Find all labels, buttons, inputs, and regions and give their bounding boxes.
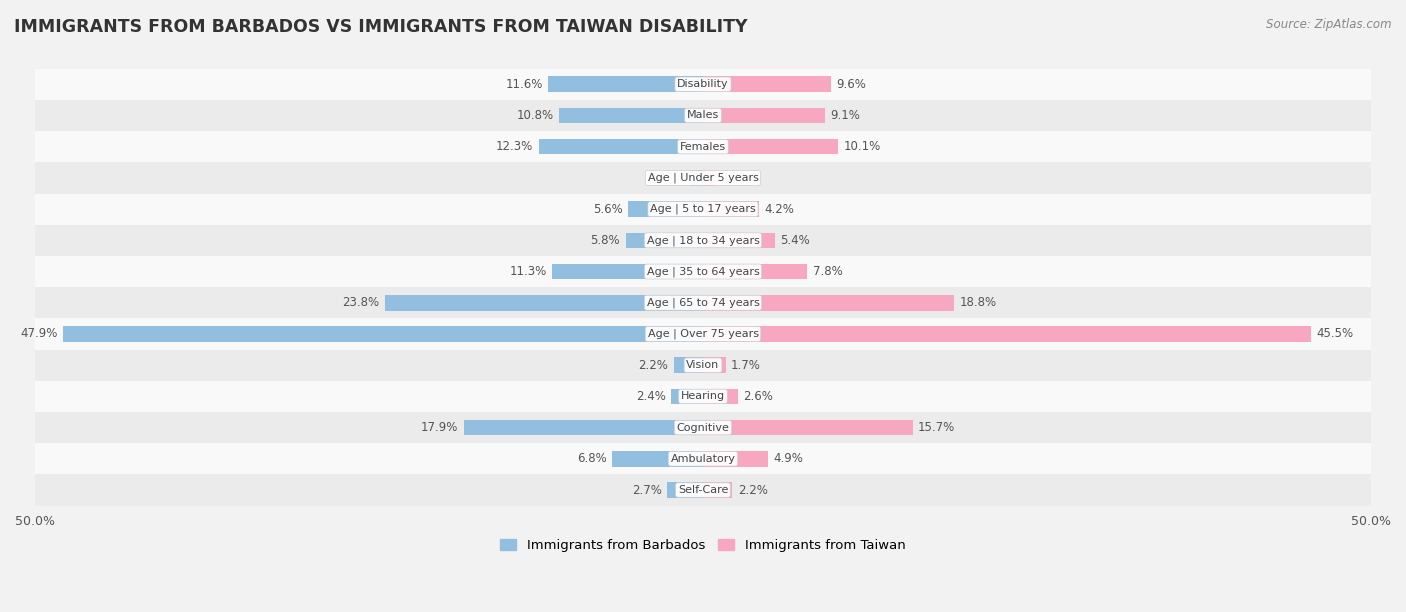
Bar — [703, 451, 769, 466]
Text: Males: Males — [688, 110, 718, 121]
Text: 11.6%: 11.6% — [505, 78, 543, 91]
Text: 7.8%: 7.8% — [813, 265, 842, 278]
Bar — [35, 349, 1371, 381]
Bar — [35, 443, 1371, 474]
Bar — [612, 451, 703, 466]
Bar — [385, 295, 703, 310]
Text: Age | 35 to 64 years: Age | 35 to 64 years — [647, 266, 759, 277]
Text: Self-Care: Self-Care — [678, 485, 728, 495]
Text: Vision: Vision — [686, 360, 720, 370]
Bar — [558, 108, 703, 123]
Bar — [673, 357, 703, 373]
Bar — [703, 326, 1310, 341]
Text: 1.0%: 1.0% — [721, 171, 751, 184]
Text: 4.2%: 4.2% — [765, 203, 794, 215]
Bar — [35, 131, 1371, 162]
Bar — [35, 225, 1371, 256]
Text: Source: ZipAtlas.com: Source: ZipAtlas.com — [1267, 18, 1392, 31]
Text: Hearing: Hearing — [681, 392, 725, 401]
Text: 9.6%: 9.6% — [837, 78, 866, 91]
Text: 6.8%: 6.8% — [576, 452, 607, 465]
Text: 2.6%: 2.6% — [744, 390, 773, 403]
Text: 23.8%: 23.8% — [343, 296, 380, 309]
Bar — [703, 357, 725, 373]
Text: 17.9%: 17.9% — [422, 421, 458, 434]
Text: 0.97%: 0.97% — [647, 171, 685, 184]
Text: 5.6%: 5.6% — [593, 203, 623, 215]
Bar — [703, 420, 912, 435]
Text: Age | Under 5 years: Age | Under 5 years — [648, 173, 758, 183]
Bar — [35, 193, 1371, 225]
Bar — [548, 76, 703, 92]
Text: 15.7%: 15.7% — [918, 421, 955, 434]
Bar — [35, 100, 1371, 131]
Text: 18.8%: 18.8% — [959, 296, 997, 309]
Text: Cognitive: Cognitive — [676, 423, 730, 433]
Bar — [628, 201, 703, 217]
Bar — [35, 162, 1371, 193]
Bar — [703, 170, 717, 185]
Text: 45.5%: 45.5% — [1316, 327, 1354, 340]
Bar — [538, 139, 703, 154]
Text: Females: Females — [681, 142, 725, 152]
Bar — [626, 233, 703, 248]
Text: 2.4%: 2.4% — [636, 390, 665, 403]
Bar — [690, 170, 703, 185]
Bar — [703, 76, 831, 92]
Bar — [703, 389, 738, 404]
Bar — [703, 264, 807, 279]
Text: Age | 5 to 17 years: Age | 5 to 17 years — [650, 204, 756, 214]
Text: 5.8%: 5.8% — [591, 234, 620, 247]
Bar — [464, 420, 703, 435]
Bar — [35, 287, 1371, 318]
Text: Age | 18 to 34 years: Age | 18 to 34 years — [647, 235, 759, 245]
Bar — [35, 412, 1371, 443]
Bar — [703, 233, 775, 248]
Bar — [703, 108, 824, 123]
Text: 47.9%: 47.9% — [20, 327, 58, 340]
Text: 9.1%: 9.1% — [830, 109, 860, 122]
Text: 4.9%: 4.9% — [773, 452, 804, 465]
Text: Age | 65 to 74 years: Age | 65 to 74 years — [647, 297, 759, 308]
Bar — [703, 482, 733, 498]
Text: 2.2%: 2.2% — [738, 483, 768, 496]
Bar — [666, 482, 703, 498]
Bar — [35, 318, 1371, 349]
Text: 10.8%: 10.8% — [516, 109, 554, 122]
Bar — [35, 381, 1371, 412]
Text: 5.4%: 5.4% — [780, 234, 810, 247]
Bar — [35, 69, 1371, 100]
Bar — [703, 139, 838, 154]
Text: 11.3%: 11.3% — [509, 265, 547, 278]
Text: 10.1%: 10.1% — [844, 140, 880, 153]
Bar — [671, 389, 703, 404]
Text: Ambulatory: Ambulatory — [671, 454, 735, 464]
Text: Age | Over 75 years: Age | Over 75 years — [648, 329, 758, 339]
Bar — [553, 264, 703, 279]
Bar — [703, 295, 955, 310]
Text: 2.2%: 2.2% — [638, 359, 668, 371]
Text: IMMIGRANTS FROM BARBADOS VS IMMIGRANTS FROM TAIWAN DISABILITY: IMMIGRANTS FROM BARBADOS VS IMMIGRANTS F… — [14, 18, 748, 36]
Text: 2.7%: 2.7% — [631, 483, 662, 496]
Bar — [35, 474, 1371, 506]
Legend: Immigrants from Barbados, Immigrants from Taiwan: Immigrants from Barbados, Immigrants fro… — [495, 534, 911, 558]
Text: 12.3%: 12.3% — [496, 140, 533, 153]
Text: Disability: Disability — [678, 79, 728, 89]
Bar — [35, 256, 1371, 287]
Bar — [703, 201, 759, 217]
Text: 1.7%: 1.7% — [731, 359, 761, 371]
Bar — [63, 326, 703, 341]
